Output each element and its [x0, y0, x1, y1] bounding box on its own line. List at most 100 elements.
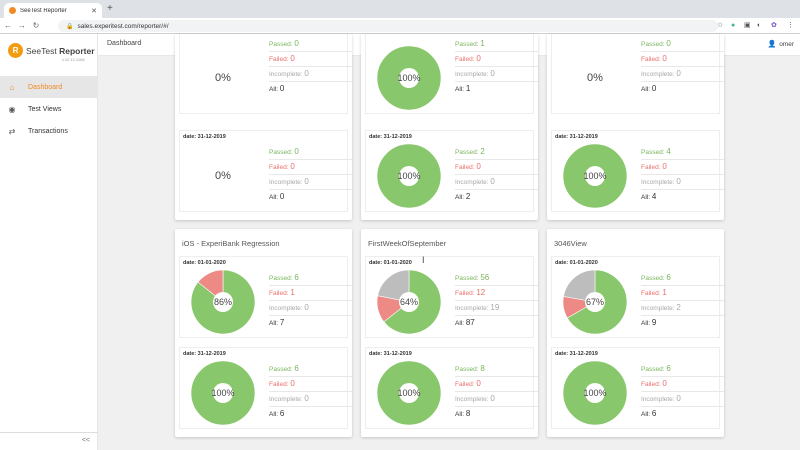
- sidebar: R SeeTest Reporter v.12.12.1168 ⌂ Dashbo…: [0, 34, 98, 450]
- stat-divider: [641, 159, 724, 160]
- passed-value: 1: [480, 39, 485, 48]
- passed-value: 4: [666, 147, 671, 156]
- stat-divider: [455, 159, 538, 160]
- donut-hole: [585, 292, 605, 312]
- sidebar-nav: ⌂ Dashboard ◉ Test Views ⇄ Transactions: [0, 76, 98, 142]
- seetest-logo-icon: R: [8, 43, 23, 58]
- passed-value: 0: [294, 147, 299, 156]
- result-donut-chart[interactable]: [376, 269, 442, 335]
- result-donut-chart[interactable]: [562, 269, 628, 335]
- sidebar-item-transactions[interactable]: ⇄ Transactions: [0, 120, 98, 142]
- result-donut-chart[interactable]: [376, 360, 442, 426]
- extension-purple-icon[interactable]: ✿: [771, 22, 777, 29]
- extension-green-icon[interactable]: ●: [731, 22, 736, 29]
- sidebar-item-test-views[interactable]: ◉ Test Views: [0, 98, 98, 120]
- app-logo[interactable]: R SeeTest Reporter: [8, 43, 95, 58]
- failed-value: 0: [290, 379, 295, 388]
- stat-divider: [269, 300, 352, 301]
- sidebar-item-dashboard[interactable]: ⌂ Dashboard: [0, 76, 98, 98]
- extension-circle-icon[interactable]: ◐: [757, 22, 762, 29]
- incomplete-value: 0: [304, 303, 309, 312]
- result-donut-chart[interactable]: [562, 360, 628, 426]
- collapse-sidebar-button[interactable]: <<: [0, 432, 98, 450]
- failed-value: 1: [662, 288, 667, 297]
- test-view-card[interactable]: FirstWeekOfSeptember date: 01-01-2020 64% P…: [361, 229, 538, 437]
- failed-value: 0: [290, 54, 295, 63]
- all-value: 1: [465, 84, 471, 93]
- test-view-card[interactable]: iOS - ExperiBank Regression date: 01-01-2…: [175, 229, 352, 437]
- all-count: All: 2: [455, 192, 538, 201]
- all-count: All: 0: [269, 84, 352, 93]
- incomplete-value: 0: [676, 177, 681, 186]
- donut-hole: [399, 68, 419, 88]
- passed-value: 6: [666, 273, 671, 282]
- forward-icon[interactable]: →: [18, 21, 26, 30]
- all-count: All: 87: [455, 318, 538, 327]
- passed-value: 6: [294, 364, 299, 373]
- failed-count: Failed: 1: [269, 288, 352, 297]
- failed-label: Failed:: [269, 164, 289, 171]
- all-label: All:: [641, 194, 651, 201]
- pass-percentage: 100%: [397, 171, 421, 181]
- failed-label: Failed:: [269, 381, 289, 388]
- app-version: v.12.12.1168: [62, 57, 85, 62]
- all-label: All:: [269, 86, 279, 93]
- incomplete-count: Incomplete: 0: [641, 394, 724, 403]
- incomplete-label: Incomplete:: [269, 305, 303, 312]
- incomplete-label: Incomplete:: [269, 396, 303, 403]
- passed-label: Passed:: [455, 275, 479, 282]
- all-count: All: 0: [641, 84, 724, 93]
- all-label: All:: [455, 411, 465, 418]
- passed-value: 6: [294, 273, 299, 282]
- stat-divider: [455, 285, 538, 286]
- failed-count: Failed: 0: [641, 162, 724, 171]
- user-icon: 👤: [767, 41, 777, 48]
- stat-divider: [641, 66, 724, 67]
- user-menu[interactable]: 👤 omer: [767, 40, 794, 49]
- stat-divider: [641, 81, 724, 82]
- all-label: All:: [455, 320, 465, 327]
- result-donut-chart[interactable]: [376, 143, 442, 209]
- run-summary-section: date: 31-12-2019 100% Passed: 8 Failed: 0 In…: [365, 347, 538, 429]
- all-value: 0: [279, 192, 285, 201]
- user-name: omer: [779, 40, 794, 48]
- passed-value: 6: [666, 364, 671, 373]
- back-icon[interactable]: ←: [4, 21, 12, 30]
- close-tab-icon[interactable]: ✕: [91, 7, 97, 15]
- result-donut-chart[interactable]: [562, 143, 628, 209]
- failed-value: 12: [476, 288, 486, 297]
- new-tab-icon[interactable]: +: [107, 3, 113, 14]
- browser-menu-icon[interactable]: ⋮: [787, 22, 794, 29]
- passed-label: Passed:: [641, 41, 665, 48]
- result-donut-chart[interactable]: [190, 269, 256, 335]
- run-summary-section: 0% Passed: 0 Failed: 0 Incomplete: 0 All: 0: [551, 34, 724, 114]
- result-donut-chart[interactable]: [190, 360, 256, 426]
- incomplete-label: Incomplete:: [455, 396, 489, 403]
- incomplete-value: 0: [490, 177, 495, 186]
- all-value: 2: [465, 192, 471, 201]
- passed-label: Passed:: [269, 366, 293, 373]
- incomplete-count: Incomplete: 0: [455, 69, 538, 78]
- passed-count: Passed: 6: [641, 273, 724, 282]
- extension-square-icon[interactable]: ▣: [744, 22, 751, 29]
- reload-icon[interactable]: ↻: [32, 21, 40, 30]
- bookmark-star-icon[interactable]: ☆: [717, 22, 724, 29]
- failed-value: 0: [662, 54, 667, 63]
- test-view-card[interactable]: 100% Passed: 1 Failed: 0 Incomplete: 0 All: …: [361, 34, 538, 220]
- run-summary-section: date: 31-12-2019 0% Passed: 0 Failed: 0 Inco…: [179, 130, 352, 212]
- run-summary-section: date: 31-12-2019 100% Passed: 6 Failed: 0 In…: [551, 347, 724, 429]
- test-view-card[interactable]: 3046View date: 01-01-2020 67% Passed: 6 Fail…: [547, 229, 724, 437]
- failed-label: Failed:: [455, 56, 475, 63]
- result-donut-chart[interactable]: [376, 45, 442, 111]
- address-bar[interactable]: 🔒 sales.experitest.com/reporter/#/: [58, 20, 718, 32]
- donut-hole: [213, 383, 233, 403]
- swap-arrows-icon: ⇄: [8, 126, 16, 136]
- run-date: date: 31-12-2019: [183, 351, 226, 357]
- browser-tab[interactable]: SeeTest Reporter ✕: [4, 3, 102, 18]
- run-date: date: 31-12-2019: [183, 134, 226, 140]
- run-date: date: 31-12-2019: [555, 351, 598, 357]
- pass-percentage: 100%: [583, 388, 607, 398]
- failed-count: Failed: 1: [641, 288, 724, 297]
